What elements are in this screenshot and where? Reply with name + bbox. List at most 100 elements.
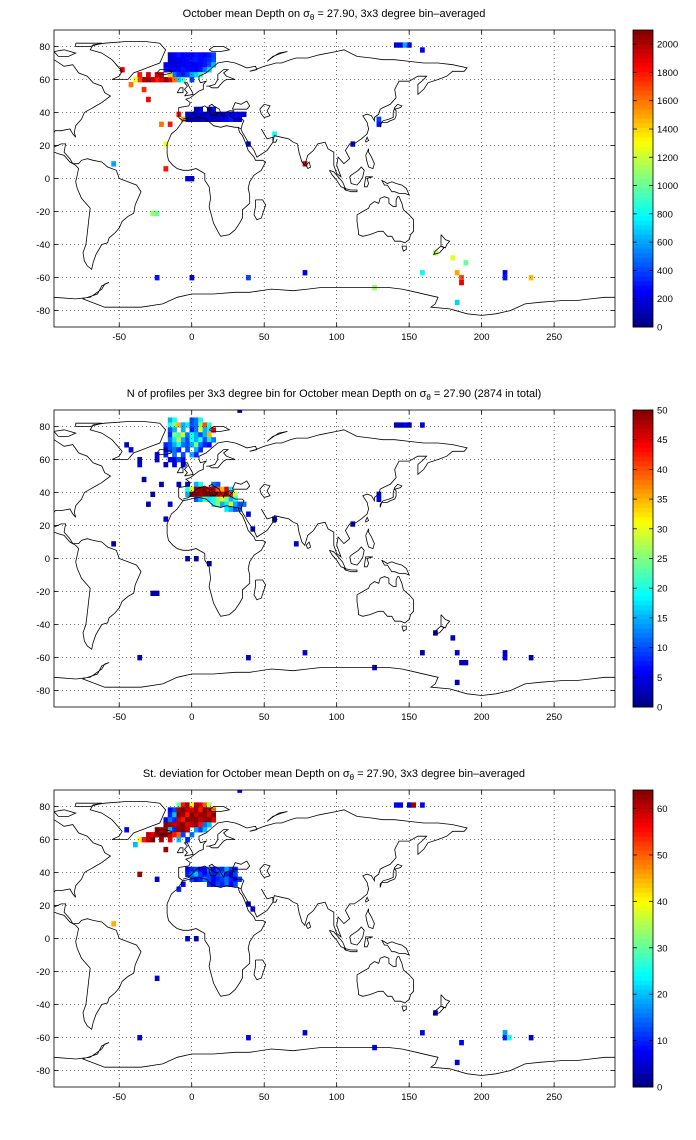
data-cell bbox=[133, 77, 138, 83]
data-cell bbox=[202, 432, 208, 438]
y-tick-label: -20 bbox=[36, 967, 50, 978]
data-cell bbox=[193, 812, 199, 818]
data-cell bbox=[211, 62, 217, 68]
data-cell bbox=[215, 481, 221, 488]
data-cell bbox=[302, 1030, 308, 1036]
data-cell bbox=[198, 67, 203, 73]
x-tick-label: 250 bbox=[546, 332, 562, 343]
panel-title-subscript: θ bbox=[426, 393, 431, 402]
data-cell bbox=[172, 817, 177, 823]
colorbar-segment bbox=[633, 827, 653, 833]
colorbar-frame bbox=[632, 789, 654, 1088]
coastline bbox=[259, 483, 271, 498]
data-cell bbox=[172, 67, 177, 73]
colorbar-segment bbox=[633, 108, 653, 115]
data-cell bbox=[198, 871, 203, 878]
colorbar-segment bbox=[633, 34, 653, 40]
data-cell bbox=[450, 635, 456, 641]
data-cell bbox=[224, 491, 230, 498]
colorbar-segment bbox=[633, 248, 653, 254]
colorbar-segment bbox=[633, 984, 653, 991]
data-cell bbox=[420, 47, 425, 53]
colorbar-tick-label: 600 bbox=[657, 238, 673, 249]
data-cell bbox=[189, 57, 195, 63]
coastline bbox=[349, 926, 365, 946]
colorbar-segment bbox=[633, 220, 653, 226]
colorbar-segment bbox=[633, 966, 653, 972]
colorbar-segment bbox=[633, 433, 653, 439]
coastline bbox=[54, 282, 615, 316]
colorbar-segment bbox=[633, 159, 653, 166]
data-cell bbox=[206, 496, 212, 502]
colorbar-segment bbox=[633, 442, 653, 448]
data-cell bbox=[193, 62, 199, 68]
colorbar-segment bbox=[633, 572, 653, 578]
colorbar-segment bbox=[633, 224, 653, 231]
data-cell bbox=[172, 62, 177, 68]
colorbar-segment bbox=[633, 127, 653, 133]
colorbar-segment bbox=[633, 957, 653, 963]
data-cell bbox=[150, 210, 156, 217]
colorbar-segment bbox=[633, 146, 653, 152]
data-cell bbox=[163, 62, 169, 68]
data-cell bbox=[146, 837, 151, 843]
x-tick-label: 250 bbox=[546, 712, 562, 723]
data-cell bbox=[185, 437, 190, 443]
data-cell bbox=[215, 116, 221, 122]
data-cell bbox=[237, 506, 243, 512]
data-cell bbox=[137, 837, 143, 843]
y-tick-label: 80 bbox=[39, 42, 50, 53]
colorbar-tick-label: 60 bbox=[657, 804, 668, 815]
coastline bbox=[363, 176, 374, 188]
data-cell bbox=[406, 42, 412, 48]
data-cell bbox=[189, 822, 195, 828]
data-cell bbox=[206, 876, 212, 882]
colorbar-segment bbox=[633, 679, 653, 685]
data-cell bbox=[202, 802, 208, 808]
data-cell bbox=[206, 437, 212, 443]
colorbar-segment bbox=[633, 929, 653, 935]
colorbar-segment bbox=[633, 688, 653, 694]
data-cell bbox=[111, 161, 117, 167]
data-cell bbox=[146, 832, 151, 838]
colorbar-segment bbox=[633, 817, 653, 823]
colorbar-tick-label: 25 bbox=[657, 554, 668, 565]
coastline bbox=[401, 245, 407, 252]
data-cell bbox=[198, 817, 203, 823]
coastline bbox=[54, 662, 615, 696]
x-tick-label: 0 bbox=[189, 1092, 194, 1103]
data-cell bbox=[198, 442, 203, 448]
data-cell bbox=[167, 417, 173, 423]
colorbar-segment bbox=[633, 850, 653, 856]
colorbar-segment bbox=[633, 794, 653, 800]
data-cell bbox=[176, 802, 182, 808]
data-cell bbox=[176, 827, 182, 833]
colorbar-segment bbox=[633, 71, 653, 77]
x-tick-label: 50 bbox=[259, 1092, 270, 1103]
colorbar-tick-label: 35 bbox=[657, 495, 668, 506]
colorbar-segment bbox=[633, 437, 653, 443]
coastline bbox=[54, 1042, 615, 1076]
data-cell bbox=[124, 442, 130, 448]
data-cell bbox=[193, 822, 199, 828]
colorbar-segment bbox=[633, 470, 653, 476]
coastline bbox=[356, 576, 414, 624]
data-cell bbox=[189, 876, 195, 882]
data-cell bbox=[137, 655, 143, 661]
data-cell bbox=[180, 812, 186, 818]
data-cell bbox=[211, 812, 217, 818]
data-cell bbox=[211, 496, 217, 502]
data-cell bbox=[193, 116, 199, 122]
coastline bbox=[363, 556, 374, 568]
data-cell bbox=[193, 807, 199, 813]
data-cell bbox=[198, 417, 203, 423]
colorbar-segment bbox=[633, 275, 653, 282]
data-cell bbox=[193, 481, 199, 488]
colorbar-segment bbox=[633, 896, 653, 902]
data-cell bbox=[150, 491, 156, 498]
data-cell bbox=[198, 422, 203, 428]
colorbar-segment bbox=[633, 451, 653, 457]
data-cell bbox=[193, 417, 199, 423]
data-cell bbox=[459, 279, 464, 286]
data-cell bbox=[198, 116, 203, 122]
